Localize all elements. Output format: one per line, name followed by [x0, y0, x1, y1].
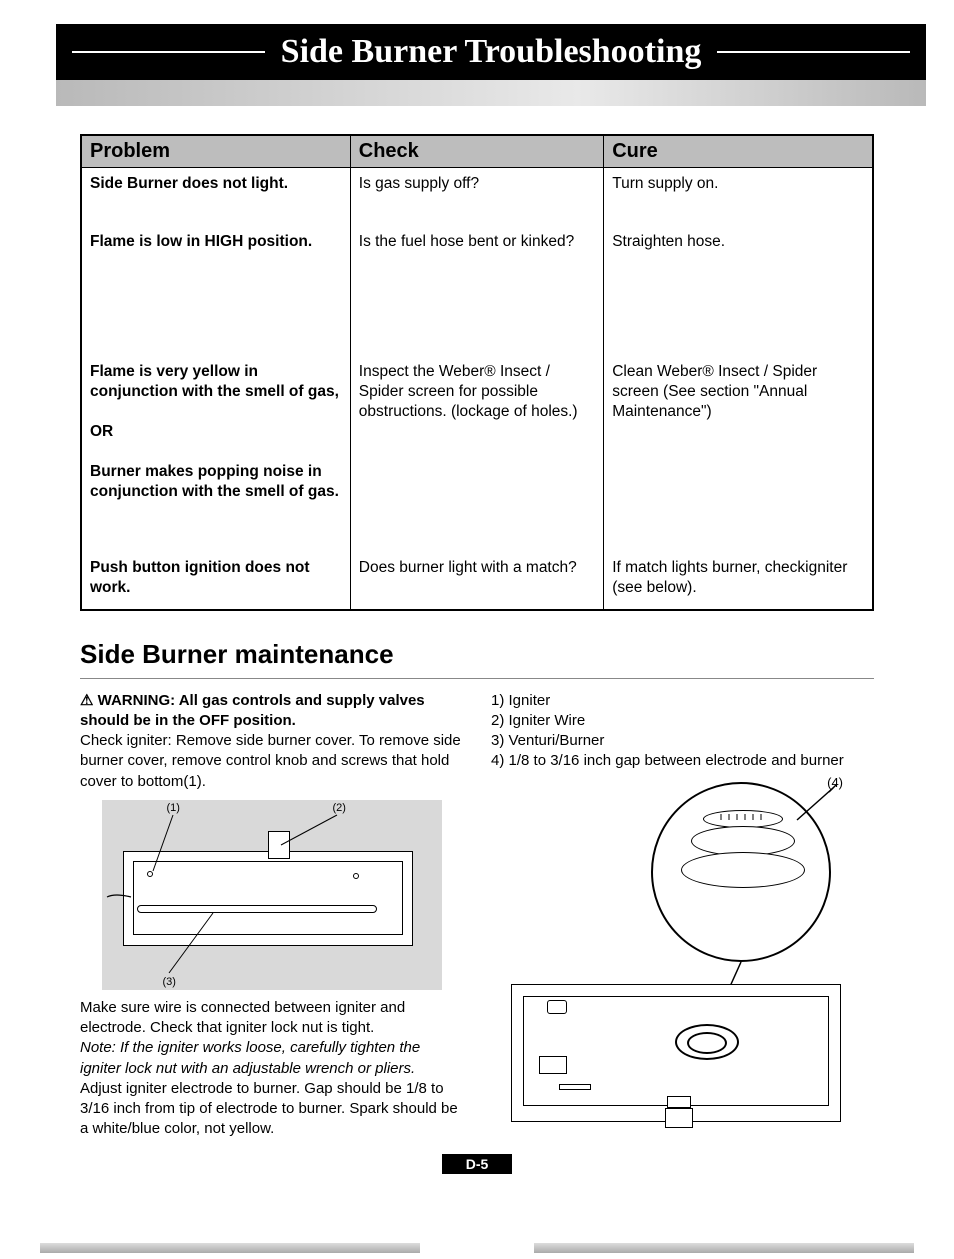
title-bar: Side Burner Troubleshooting: [56, 24, 926, 80]
th-check: Check: [350, 135, 603, 168]
para3: Adjust igniter electrode to burner. Gap …: [80, 1079, 463, 1140]
cell-check: Is gas supply off?: [350, 168, 603, 226]
left-column: ⚠ WARNING: All gas controls and supply v…: [80, 691, 463, 1140]
troubleshoot-table: Problem Check Cure Side Burner does not …: [80, 134, 874, 611]
cell-check: Does burner light with a match?: [350, 552, 603, 610]
maintenance-section: Side Burner maintenance ⚠ WARNING: All g…: [80, 639, 874, 1140]
warning-text: WARNING: All gas controls and supply val…: [80, 692, 425, 729]
heading-rule: [80, 678, 874, 679]
legend-3: 3) Venturi/Burner: [491, 731, 874, 751]
warning-paragraph: ⚠ WARNING: All gas controls and supply v…: [80, 691, 463, 732]
cell-cure: Clean Weber® Insect / Spider screen (See…: [604, 356, 873, 552]
table-row: Side Burner does not light.Is gas supply…: [81, 168, 873, 226]
legend-2: 2) Igniter Wire: [491, 711, 874, 731]
cell-cure: Straighten hose.: [604, 226, 873, 356]
table-header-row: Problem Check Cure: [81, 135, 873, 168]
troubleshoot-table-wrap: Problem Check Cure Side Burner does not …: [80, 134, 874, 611]
cell-cure: Turn supply on.: [604, 168, 873, 226]
warning-icon: ⚠: [80, 692, 93, 709]
th-problem: Problem: [81, 135, 350, 168]
maintenance-heading: Side Burner maintenance: [80, 639, 874, 670]
cell-check: Inspect the Weber® Insect / Spider scree…: [350, 356, 603, 552]
cell-check: Is the fuel hose bent or kinked?: [350, 226, 603, 356]
cell-problem: Side Burner does not light.: [81, 168, 350, 226]
cell-problem: Push button ignition does not work.: [81, 552, 350, 610]
maintenance-columns: ⚠ WARNING: All gas controls and supply v…: [80, 691, 874, 1140]
legend-1: 1) Igniter: [491, 691, 874, 711]
page-title: Side Burner Troubleshooting: [281, 33, 702, 71]
table-row: Flame is low in HIGH position.Is the fue…: [81, 226, 873, 356]
footer-gradient-right: [534, 1243, 914, 1253]
page-number: D-5: [442, 1154, 513, 1174]
page: Side Burner Troubleshooting Problem Chec…: [0, 24, 954, 1259]
right-column: 1) Igniter 2) Igniter Wire 3) Venturi/Bu…: [491, 691, 874, 1140]
cell-problem: Flame is very yellow in conjunction with…: [81, 356, 350, 552]
cell-cure: If match lights burner, checkigniter (se…: [604, 552, 873, 610]
fig1-callout-lines: [103, 801, 443, 991]
table-row: Push button ignition does not work.Does …: [81, 552, 873, 610]
title-gradient: [56, 80, 926, 106]
figure-2: (4): [491, 774, 851, 1134]
page-footer: D-5: [0, 1154, 954, 1174]
para1: Check igniter: Remove side burner cover.…: [80, 731, 463, 792]
footer-gradient-left: [40, 1243, 420, 1253]
th-cure: Cure: [604, 135, 873, 168]
cell-problem: Flame is low in HIGH position.: [81, 226, 350, 356]
figure-1: (1) (2) (3): [102, 800, 442, 990]
table-row: Flame is very yellow in conjunction with…: [81, 356, 873, 552]
legend-4: 4) 1/8 to 3/16 inch gap between electrod…: [491, 751, 874, 771]
note: Note: If the igniter works loose, carefu…: [80, 1038, 463, 1079]
para2: Make sure wire is connected between igni…: [80, 998, 463, 1039]
legend-list: 1) Igniter 2) Igniter Wire 3) Venturi/Bu…: [491, 691, 874, 772]
